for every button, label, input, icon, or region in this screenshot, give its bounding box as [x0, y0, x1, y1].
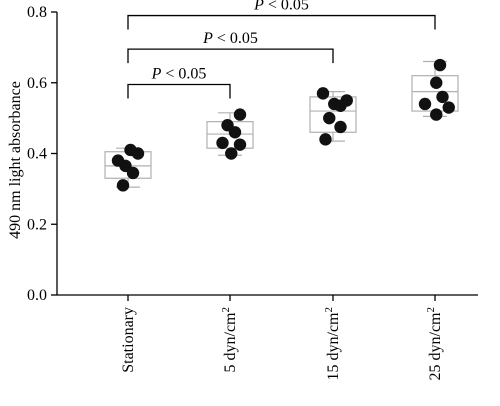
axes-layer: 0.0 0.2 0.4 0.6 0.8 Stationary 5 dyn/cm2 15 dyn…	[27, 4, 478, 381]
significance-label: P < 0.05	[202, 30, 258, 47]
points-layer	[111, 58, 455, 192]
x-tick-label: 25 dyn/cm2	[425, 307, 444, 381]
x-tick-label: Stationary	[120, 307, 137, 373]
y-axis-title: 490 nm light absorbance	[7, 81, 24, 239]
data-point	[316, 87, 330, 100]
data-point	[418, 97, 432, 111]
bracket-line	[127, 14, 436, 30]
data-point	[442, 101, 455, 114]
data-point	[433, 58, 447, 72]
x-tick-label: 15 dyn/cm2	[323, 307, 342, 381]
data-point	[124, 143, 137, 157]
significance-bracket-0: P < 0.05	[127, 66, 231, 99]
y-tick-label: 0.0	[27, 287, 47, 304]
y-tick-label: 0.8	[27, 4, 47, 21]
significance-bracket-2: P < 0.05	[127, 0, 436, 30]
bracket-line	[127, 48, 334, 64]
data-point	[430, 108, 443, 121]
data-point	[233, 138, 247, 151]
significance-bracket-1: P < 0.05	[127, 30, 334, 64]
data-point	[225, 147, 238, 160]
significance-label: P < 0.05	[151, 66, 207, 83]
x-tick-label: 5 dyn/cm2	[220, 307, 239, 373]
data-point	[233, 108, 247, 121]
box-iqr	[309, 96, 357, 133]
significance-label: P < 0.05	[253, 0, 309, 14]
data-point	[334, 99, 347, 112]
data-point	[323, 111, 336, 125]
data-point	[126, 166, 140, 180]
data-point	[430, 76, 443, 89]
data-point	[319, 133, 332, 146]
bracket-line	[127, 83, 231, 99]
data-point	[436, 90, 449, 104]
data-point	[216, 136, 229, 150]
significance-layer: P < 0.05 P < 0.05 P < 0.05	[127, 0, 436, 99]
y-tick-label: 0.2	[27, 216, 47, 233]
data-point	[334, 120, 347, 134]
y-tick-label: 0.6	[27, 75, 47, 92]
y-tick-label: 0.4	[27, 146, 47, 163]
data-point	[228, 126, 242, 139]
data-point	[116, 179, 130, 192]
